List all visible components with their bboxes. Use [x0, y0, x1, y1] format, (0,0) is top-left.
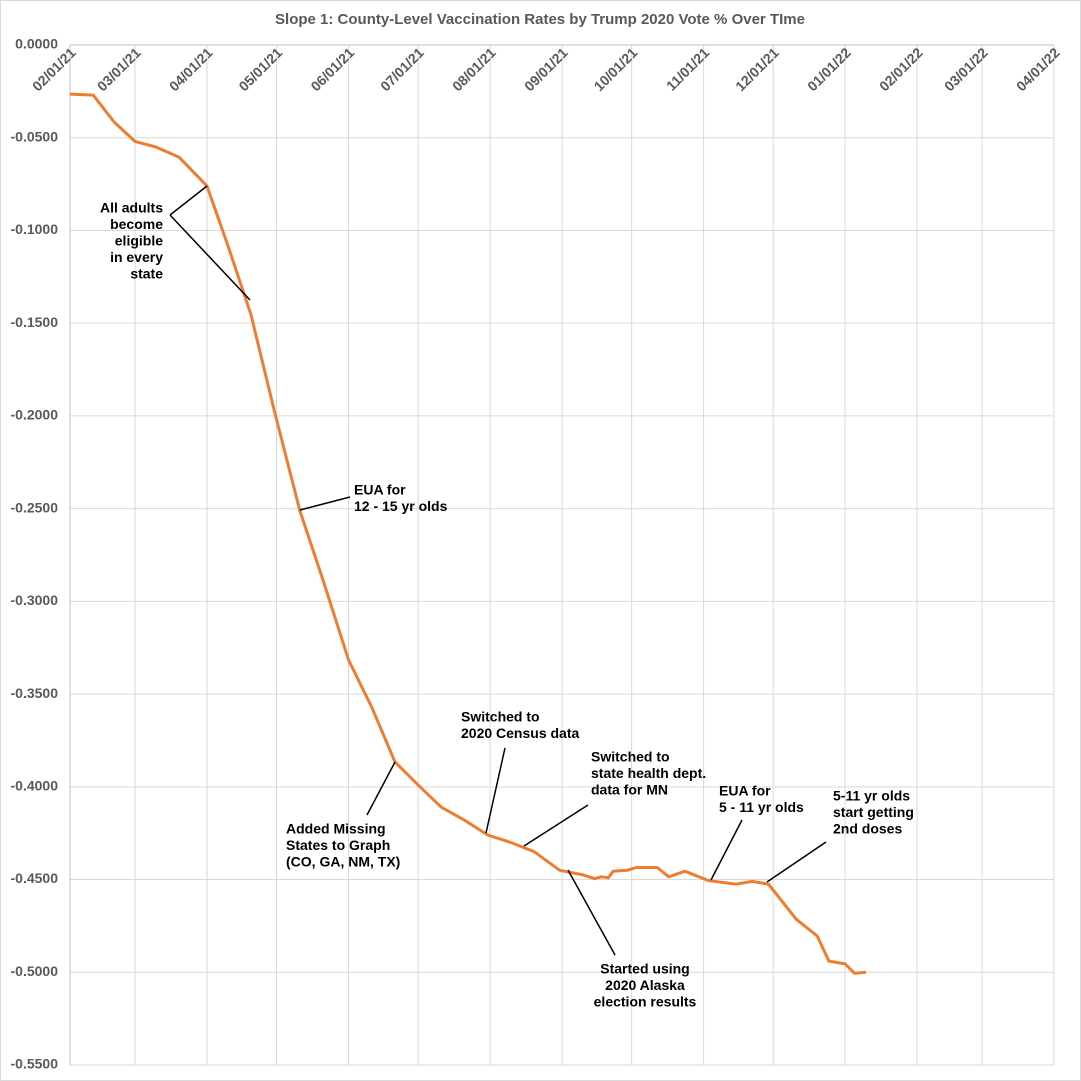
annotation-text: eligible [115, 233, 163, 249]
annotation-text: data for MN [591, 782, 668, 798]
annotation-leader [567, 869, 616, 956]
annotation-leader [710, 819, 743, 881]
y-tick-label: -0.4500 [11, 870, 59, 886]
annotation-text: election results [594, 994, 697, 1010]
y-tick-label: -0.4000 [11, 778, 59, 794]
annotation-leader [523, 804, 589, 847]
annotation-text: 5-11 yr olds [833, 788, 910, 804]
annotation-text: state [130, 266, 163, 282]
chart-title: Slope 1: County-Level Vaccination Rates … [275, 11, 805, 28]
annotation-leader [366, 761, 396, 816]
annotation-text: EUA for [354, 482, 406, 498]
y-tick-label: -0.1500 [11, 314, 59, 330]
y-tick-label: -0.5500 [11, 1056, 59, 1072]
annotation-leader [766, 841, 827, 883]
annotation-text: 12 - 15 yr olds [354, 498, 448, 514]
annotation-text: Switched to [461, 709, 540, 725]
data-line [69, 92, 867, 975]
annotation-text: become [110, 216, 163, 232]
y-tick-label: -0.2000 [11, 407, 59, 423]
y-tick-label: -0.2500 [11, 499, 59, 515]
annotation-leader [299, 496, 351, 511]
y-tick-label: -0.1000 [11, 221, 59, 237]
annotation-leader [169, 185, 208, 216]
annotation-text: States to Graph [286, 837, 390, 853]
annotation-text: 2nd doses [833, 821, 902, 837]
y-tick-label: -0.5000 [11, 963, 59, 979]
annotation-text: in every [110, 249, 163, 265]
annotation-text: start getting [833, 804, 914, 820]
annotation-text: Added Missing [286, 821, 386, 837]
annotation-text: Switched to [591, 749, 670, 765]
y-tick-label: -0.3500 [11, 685, 59, 701]
annotation-leader [169, 214, 251, 301]
annotation-text: All adults [100, 200, 163, 216]
y-tick-label: -0.3000 [11, 592, 59, 608]
annotation-text: EUA for [719, 783, 771, 799]
annotation-text: 5 - 11 yr olds [719, 799, 804, 815]
annotation-text: (CO, GA, NM, TX) [286, 854, 400, 870]
annotation-text: state health dept. [591, 765, 706, 781]
annotation-text: Started using [600, 961, 689, 977]
annotation-text: 2020 Alaska [605, 977, 685, 993]
y-tick-label: 0.0000 [15, 36, 58, 52]
annotation-leader [485, 747, 506, 834]
annotation-text: 2020 Census data [461, 725, 579, 741]
y-tick-label: -0.0500 [11, 128, 59, 144]
